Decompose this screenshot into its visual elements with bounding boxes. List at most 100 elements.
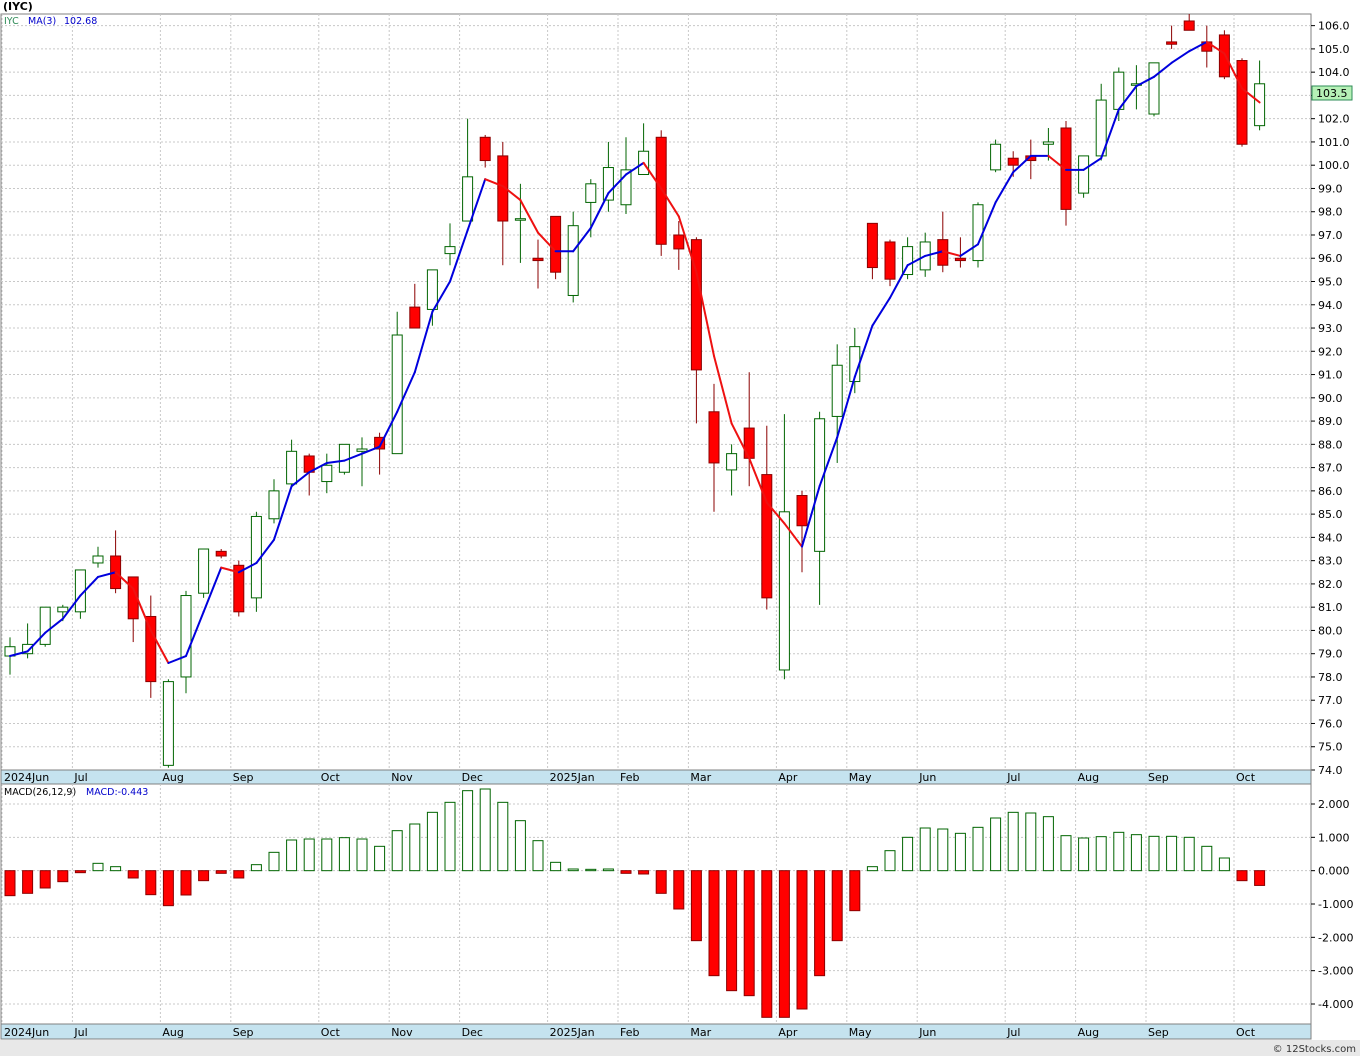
price-tick-label: 92.0 <box>1318 345 1343 358</box>
macd-bar <box>919 827 931 872</box>
ma-segment <box>889 264 909 299</box>
macd-tick-label: -2.000 <box>1318 931 1353 944</box>
ma-segment <box>1100 108 1120 160</box>
macd-panel <box>0 783 1312 1025</box>
price-tick-label: 77.0 <box>1318 694 1343 707</box>
macd-bar <box>1078 837 1090 872</box>
ma-segment <box>713 354 733 425</box>
candle-body <box>1007 157 1019 166</box>
ma-segment <box>836 375 856 439</box>
price-tick-label: 79.0 <box>1318 648 1343 661</box>
macd-bar <box>972 826 984 872</box>
candle-body <box>902 246 914 276</box>
ma-segment <box>519 199 539 234</box>
candle-body <box>215 550 227 557</box>
macd-x-tick-label: Aug <box>162 1026 183 1039</box>
ma-segment <box>801 485 821 548</box>
macd-bar <box>849 870 861 912</box>
ma-segment <box>572 227 592 253</box>
price-tick-label: 76.0 <box>1318 717 1343 730</box>
price-tick-label: 90.0 <box>1318 392 1343 405</box>
macd-x-tick-label: Dec <box>462 1026 483 1039</box>
price-x-tick-label: Oct <box>1236 771 1256 784</box>
macd-bar <box>1007 811 1019 872</box>
macd-x-tick-label: 2025Jan <box>550 1026 595 1039</box>
ma-segment <box>466 178 487 232</box>
macd-bar <box>831 870 843 942</box>
macd-bar <box>162 870 174 907</box>
macd-bar <box>338 837 350 872</box>
macd-bar <box>954 832 966 872</box>
macd-bar <box>374 845 386 872</box>
ma-segment <box>1188 40 1208 53</box>
macd-bar <box>233 870 245 879</box>
price-tick-label: 81.0 <box>1318 601 1343 614</box>
macd-bar <box>796 870 808 1010</box>
ma-segment <box>484 178 504 188</box>
macd-bar <box>761 870 773 1018</box>
candle-body <box>550 215 562 273</box>
ma-segment <box>994 171 1015 204</box>
candle-body <box>884 241 896 280</box>
candle-body <box>198 548 210 594</box>
macd-bar <box>1236 870 1248 882</box>
price-x-tick-label: Oct <box>321 771 341 784</box>
ma-segment <box>1117 85 1138 111</box>
macd-bar <box>690 870 702 942</box>
ma-segment <box>149 629 170 664</box>
ma-segment <box>9 650 29 658</box>
price-date-strip <box>0 769 1312 785</box>
candle-body <box>286 450 298 485</box>
macd-bar <box>708 870 720 977</box>
macd-grid <box>1 784 1311 1024</box>
ma-label: MA(3) <box>28 16 56 27</box>
price-ma-line <box>9 40 1261 664</box>
candle-body <box>462 176 474 222</box>
candle-body <box>92 555 104 564</box>
ma-value: 102.68 <box>64 16 97 27</box>
ma-segment <box>1170 50 1191 64</box>
candle-body <box>831 364 843 417</box>
price-tick-label: 80.0 <box>1318 624 1343 637</box>
current-price-badge <box>1311 85 1353 101</box>
price-tick-label: 75.0 <box>1318 741 1343 754</box>
macd-bar <box>4 870 16 897</box>
candle-body <box>743 427 755 459</box>
macd-bar <box>22 870 34 894</box>
candle-body <box>321 464 333 483</box>
candle-body <box>673 234 685 250</box>
macd-bar <box>1042 816 1054 872</box>
macd-bar <box>1218 857 1230 872</box>
price-tick-label: 102.0 <box>1318 113 1350 126</box>
ma-segment <box>1135 75 1155 88</box>
macd-value-label: MACD:-0.443 <box>86 787 148 798</box>
copyright: © 12Stocks.com <box>1273 1044 1356 1055</box>
candle-body <box>990 143 1002 171</box>
current-price-label: 103.5 <box>1316 87 1348 100</box>
macd-bar <box>743 870 755 997</box>
ma-segment <box>924 250 944 257</box>
macd-bar <box>937 828 949 872</box>
macd-bar <box>286 839 298 872</box>
candle-body <box>356 448 368 452</box>
ma-segment <box>1205 40 1226 55</box>
candle-body <box>1254 83 1266 127</box>
price-tick-label: 95.0 <box>1318 276 1343 289</box>
ma-segment <box>449 229 469 283</box>
ma-segment <box>114 571 135 590</box>
price-tick-label: 104.0 <box>1318 66 1350 79</box>
price-tick-label: 99.0 <box>1318 182 1343 195</box>
macd-x-tick-label: Jul <box>1006 1026 1020 1039</box>
price-tick-label: 97.0 <box>1318 229 1343 242</box>
candle-body <box>162 681 174 766</box>
candle-body <box>233 564 245 613</box>
candle-body <box>567 225 579 296</box>
macd-bar <box>409 823 421 872</box>
candle-body <box>1218 34 1230 78</box>
price-x-tick-label: Feb <box>620 771 639 784</box>
ma-segment <box>1223 52 1243 90</box>
macd-bar <box>426 811 438 872</box>
candle-body <box>514 218 526 221</box>
price-tick-label: 86.0 <box>1318 485 1343 498</box>
